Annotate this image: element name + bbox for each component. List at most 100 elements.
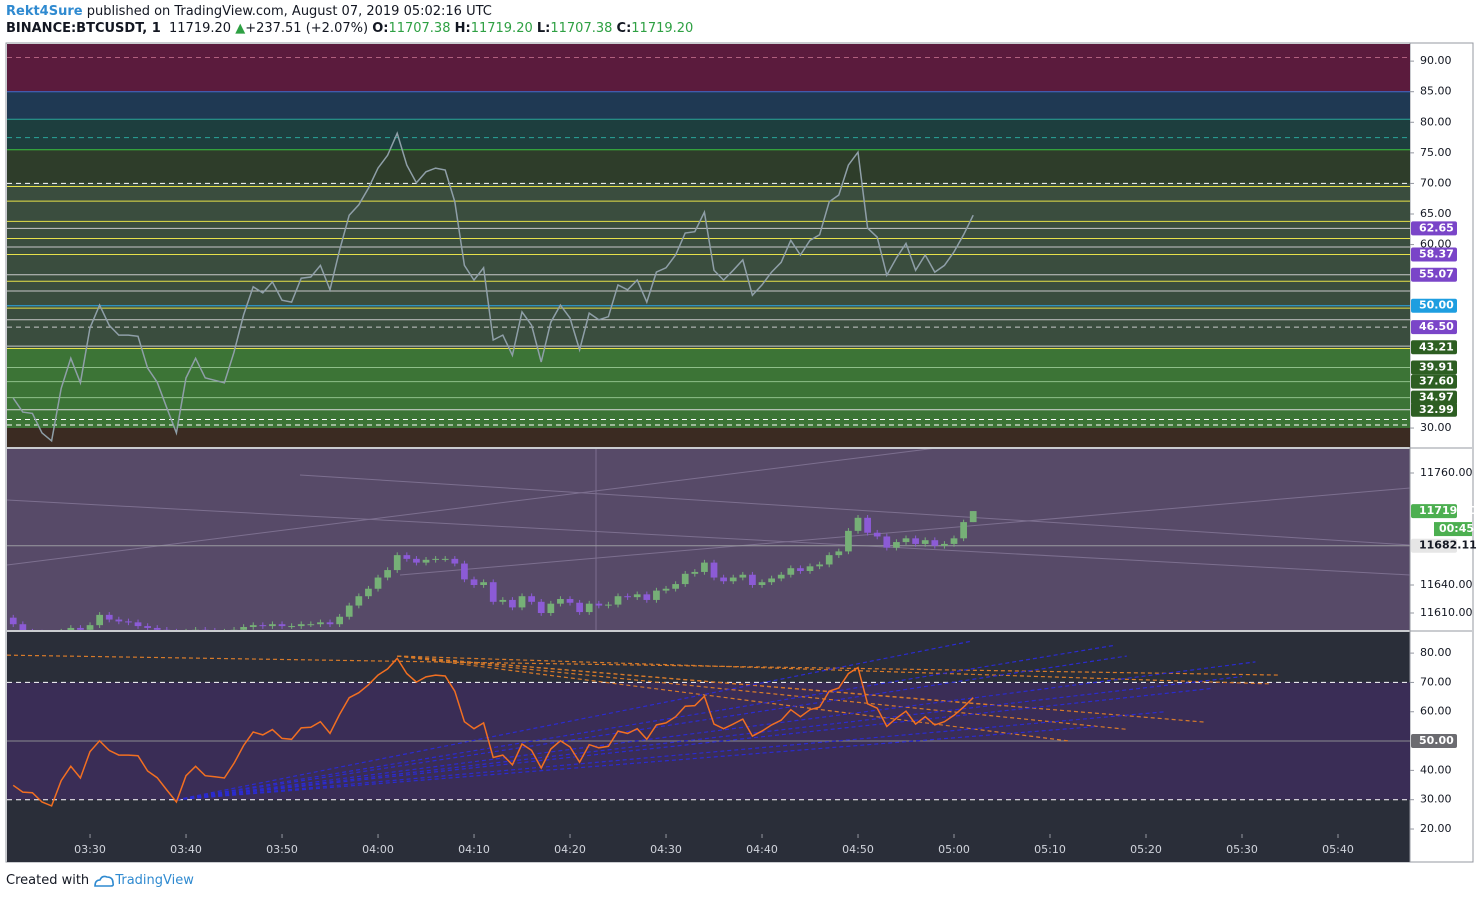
candle-body <box>153 627 161 630</box>
candle-body <box>9 617 17 625</box>
candle-body <box>950 538 958 544</box>
trend-line <box>397 655 1070 742</box>
candle-body <box>499 599 507 602</box>
candle-body <box>105 614 113 620</box>
price-tag-label: 34.97 <box>1419 391 1454 404</box>
y-tick-label: 30.00 <box>1420 793 1452 806</box>
countdown: 00:45 <box>1439 522 1474 535</box>
published: published on TradingView.com, August 07,… <box>86 4 492 19</box>
candle-body <box>614 596 622 605</box>
candle-body <box>336 616 343 625</box>
price-tag <box>1411 247 1457 262</box>
price-tag-label: 39.91 <box>1419 360 1454 373</box>
candle-body <box>326 622 334 625</box>
candle-body <box>441 558 449 560</box>
band <box>7 348 1410 429</box>
candle-body <box>134 622 142 627</box>
last: 11719.20 <box>169 21 232 36</box>
trend-line <box>176 661 1256 801</box>
y-tick-label: 30.00 <box>1420 421 1452 434</box>
footer: Created with TradingView <box>6 873 194 888</box>
trend-line <box>7 654 1281 676</box>
price-tag <box>1411 538 1457 553</box>
y-tick-label: 80.00 <box>1420 646 1452 659</box>
price-tag-label: 58.37 <box>1419 248 1454 261</box>
price-tag <box>1411 360 1457 375</box>
candle-body <box>739 574 747 578</box>
candle-body <box>480 582 487 586</box>
candle-body <box>864 517 871 533</box>
price-tag-label: 11719.20 <box>1419 504 1477 517</box>
candle-body <box>605 604 612 606</box>
pane <box>7 511 1410 630</box>
candle-body <box>729 577 737 582</box>
drawing-line <box>299 474 1410 546</box>
x-tick-label: 04:40 <box>746 843 778 856</box>
candle-body <box>585 603 593 613</box>
y-tick-label: 11640.00 <box>1420 578 1473 591</box>
x-tick-label: 03:30 <box>74 843 106 856</box>
countdown-tag <box>1434 522 1472 537</box>
candle-body <box>96 614 103 626</box>
candle-body <box>710 562 718 578</box>
o: 11707.38 <box>388 21 451 36</box>
candle-body <box>345 605 353 617</box>
x-tick-label: 04:30 <box>650 843 682 856</box>
candle-body <box>787 568 795 575</box>
trend-line <box>397 655 1271 685</box>
candle-body <box>67 627 75 630</box>
x-axis-bg <box>7 834 1410 862</box>
candle-body <box>816 564 823 567</box>
candle-body <box>269 624 276 627</box>
candle-body <box>192 629 199 630</box>
drawing-line <box>7 449 933 566</box>
symbol-line: BINANCE:BTCUSDT, 1 11719.20 ▲+237.51 (+2… <box>6 21 693 36</box>
pane-bg <box>7 449 1410 630</box>
y-tick-label: 85.00 <box>1420 85 1452 98</box>
price-tag-label: 55.07 <box>1419 268 1454 281</box>
candle-body <box>941 543 948 546</box>
price-tag-label: 50.00 <box>1419 734 1454 747</box>
candle-body <box>797 568 804 572</box>
trend-line <box>397 655 1127 730</box>
candle-body <box>758 582 766 586</box>
price-tag-label: 32.99 <box>1419 403 1454 416</box>
price-tag-label: 50.00 <box>1419 299 1454 312</box>
candle-body <box>393 555 401 571</box>
candle-body <box>777 574 785 579</box>
trend-line <box>176 725 1099 801</box>
author: Rekt4Sure <box>6 4 83 19</box>
candle-body <box>259 625 267 627</box>
price-tag <box>1411 390 1457 405</box>
candle-body <box>624 596 631 598</box>
drawing-line <box>7 499 1410 576</box>
x-tick-label: 05:20 <box>1130 843 1162 856</box>
arrow: ▲ <box>235 21 246 36</box>
price-tag-label: 43.21 <box>1419 340 1454 353</box>
l-label: L: <box>536 21 551 36</box>
candle-body <box>278 624 286 627</box>
c: 11719.20 <box>631 21 694 36</box>
candle-body <box>201 629 209 630</box>
brand[interactable]: TradingView <box>115 873 194 888</box>
candle-body <box>749 574 756 586</box>
candle-body <box>249 625 257 628</box>
y-tick-label: 70.00 <box>1420 176 1452 189</box>
candle-body <box>633 594 641 598</box>
h-label: H: <box>454 21 471 36</box>
x-tick-label: 04:00 <box>362 843 394 856</box>
y-tick-label: 60.00 <box>1420 705 1452 718</box>
x-tick-label: 04:10 <box>458 843 490 856</box>
price-tag-label: 46.50 <box>1419 320 1454 333</box>
band <box>7 44 1410 92</box>
candle-body <box>931 540 939 546</box>
price-tag-label: 62.65 <box>1419 221 1454 234</box>
y-tick-label: 60.00 <box>1420 238 1452 251</box>
trend-line <box>397 655 1204 723</box>
candle-body <box>806 566 814 572</box>
candle-body <box>230 629 238 630</box>
candle-body <box>701 562 708 572</box>
candle-body <box>518 596 526 608</box>
